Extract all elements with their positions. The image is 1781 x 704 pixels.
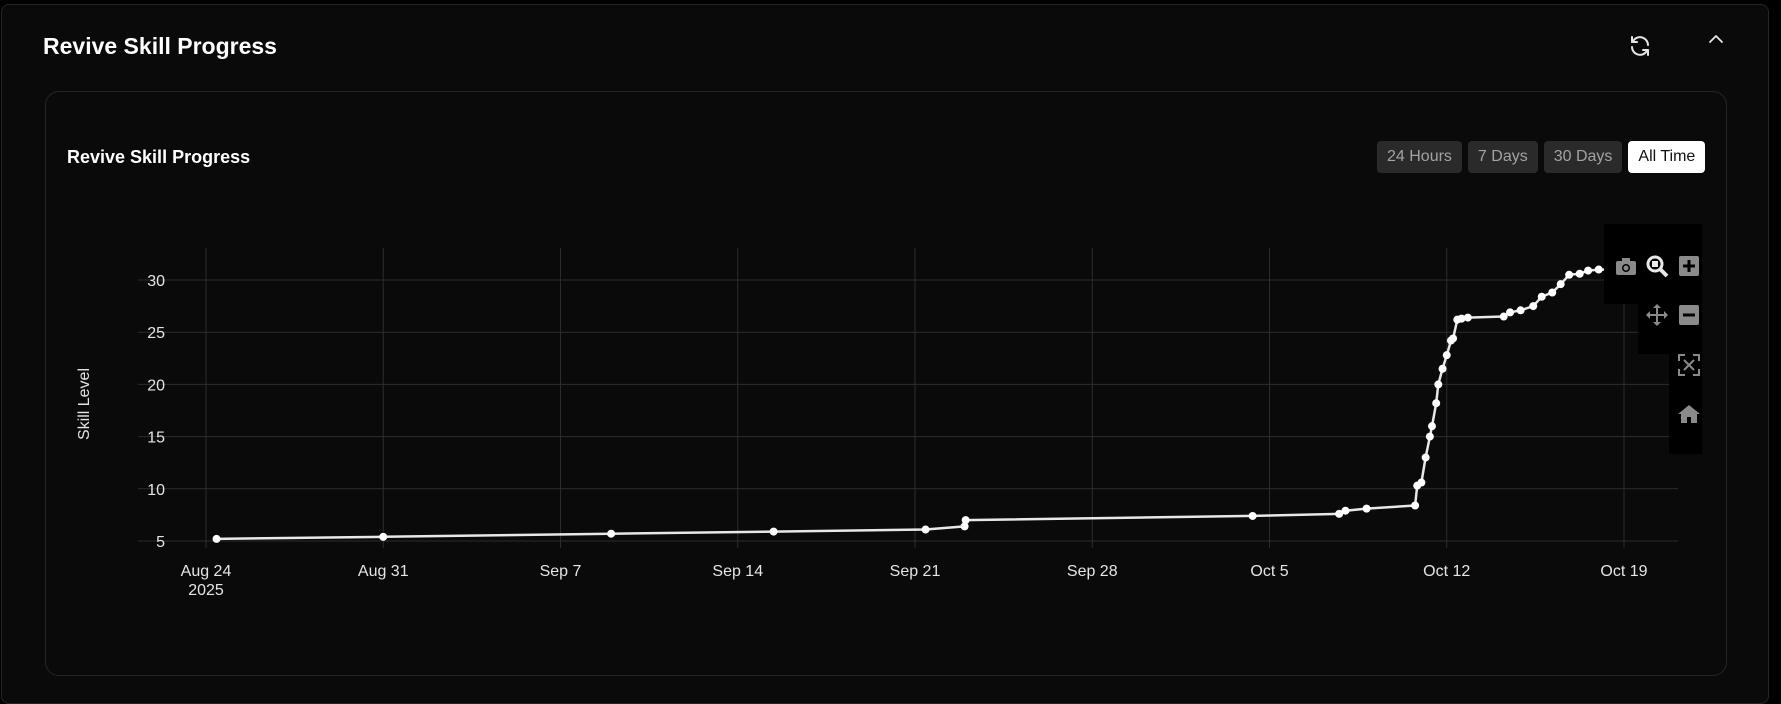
zoom-icon[interactable] <box>1645 254 1669 278</box>
data-point[interactable] <box>212 534 221 543</box>
x-tick-label: Aug 24 <box>181 563 232 580</box>
x-tick-label: Oct 19 <box>1600 563 1647 580</box>
data-point[interactable] <box>1499 312 1508 321</box>
data-point[interactable] <box>1548 288 1557 297</box>
data-point[interactable] <box>1425 432 1434 441</box>
data-point[interactable] <box>1565 270 1574 279</box>
data-point[interactable] <box>1463 313 1472 322</box>
data-point[interactable] <box>1575 269 1584 278</box>
data-point[interactable] <box>379 532 388 541</box>
chart-title: Revive Skill Progress <box>67 147 251 167</box>
data-point[interactable] <box>1594 265 1603 274</box>
zoom-in-icon[interactable] <box>1677 254 1701 278</box>
card-title: Revive Skill Progress <box>43 33 277 59</box>
range-30-days-button[interactable]: 30 Days <box>1543 141 1623 173</box>
y-tick-label: 10 <box>147 482 165 499</box>
data-point[interactable] <box>1438 364 1447 373</box>
y-tick-label: 5 <box>156 534 165 551</box>
data-point[interactable] <box>607 529 616 538</box>
range-7-days-button[interactable]: 7 Days <box>1467 141 1538 173</box>
pan-icon[interactable] <box>1645 303 1669 327</box>
data-point[interactable] <box>1449 334 1458 343</box>
chevron-up-icon[interactable] <box>1706 30 1726 48</box>
grid <box>138 248 1678 548</box>
camera-icon[interactable] <box>1614 254 1638 278</box>
series-skill-level <box>212 265 1614 543</box>
data-point[interactable] <box>1432 399 1441 408</box>
data-point[interactable] <box>1411 501 1420 510</box>
data-point[interactable] <box>960 522 969 531</box>
range-all-time-button[interactable]: All Time <box>1628 141 1706 173</box>
chart-modebar <box>1604 224 1702 454</box>
data-point[interactable] <box>1421 453 1430 462</box>
y-axis-label: Skill Level <box>76 368 93 440</box>
x-tick-sublabel: 2025 <box>188 582 224 599</box>
data-point[interactable] <box>1335 509 1344 518</box>
data-point[interactable] <box>961 516 970 525</box>
data-point[interactable] <box>1516 306 1525 315</box>
data-point[interactable] <box>921 525 930 534</box>
data-point[interactable] <box>1584 266 1593 275</box>
data-point[interactable] <box>769 527 778 536</box>
range-24-hours-button[interactable]: 24 Hours <box>1377 141 1462 173</box>
autoscale-icon[interactable] <box>1677 353 1701 377</box>
y-tick-label: 25 <box>147 325 165 342</box>
x-tick-label: Aug 31 <box>358 563 409 580</box>
x-tick-label: Oct 5 <box>1250 563 1288 580</box>
data-point[interactable] <box>1537 292 1546 301</box>
data-point[interactable] <box>1442 351 1451 360</box>
x-tick-label: Sep 14 <box>712 563 763 580</box>
data-point[interactable] <box>1417 478 1426 487</box>
time-range-selector: 24 Hours 7 Days 30 Days All Time <box>1377 141 1706 173</box>
data-point[interactable] <box>1362 504 1371 513</box>
series-line <box>216 268 1610 541</box>
data-point[interactable] <box>1248 511 1257 520</box>
zoom-out-icon[interactable] <box>1677 303 1701 327</box>
data-point[interactable] <box>1341 506 1350 515</box>
y-tick-label: 30 <box>147 273 165 290</box>
data-point[interactable] <box>1457 314 1466 323</box>
refresh-icon[interactable] <box>1628 34 1652 58</box>
reset-axes-icon[interactable] <box>1677 402 1701 426</box>
y-tick-label: 20 <box>147 377 165 394</box>
data-point[interactable] <box>1556 280 1565 289</box>
data-point[interactable] <box>1427 422 1436 431</box>
x-tick-label: Sep 28 <box>1067 563 1118 580</box>
y-tick-label: 15 <box>147 430 165 447</box>
x-tick-label: Oct 12 <box>1423 563 1470 580</box>
x-tick-label: Sep 7 <box>540 563 582 580</box>
x-tick-label: Sep 21 <box>890 563 941 580</box>
data-point[interactable] <box>1434 380 1443 389</box>
data-point[interactable] <box>1506 308 1515 317</box>
data-point[interactable] <box>1529 302 1538 311</box>
